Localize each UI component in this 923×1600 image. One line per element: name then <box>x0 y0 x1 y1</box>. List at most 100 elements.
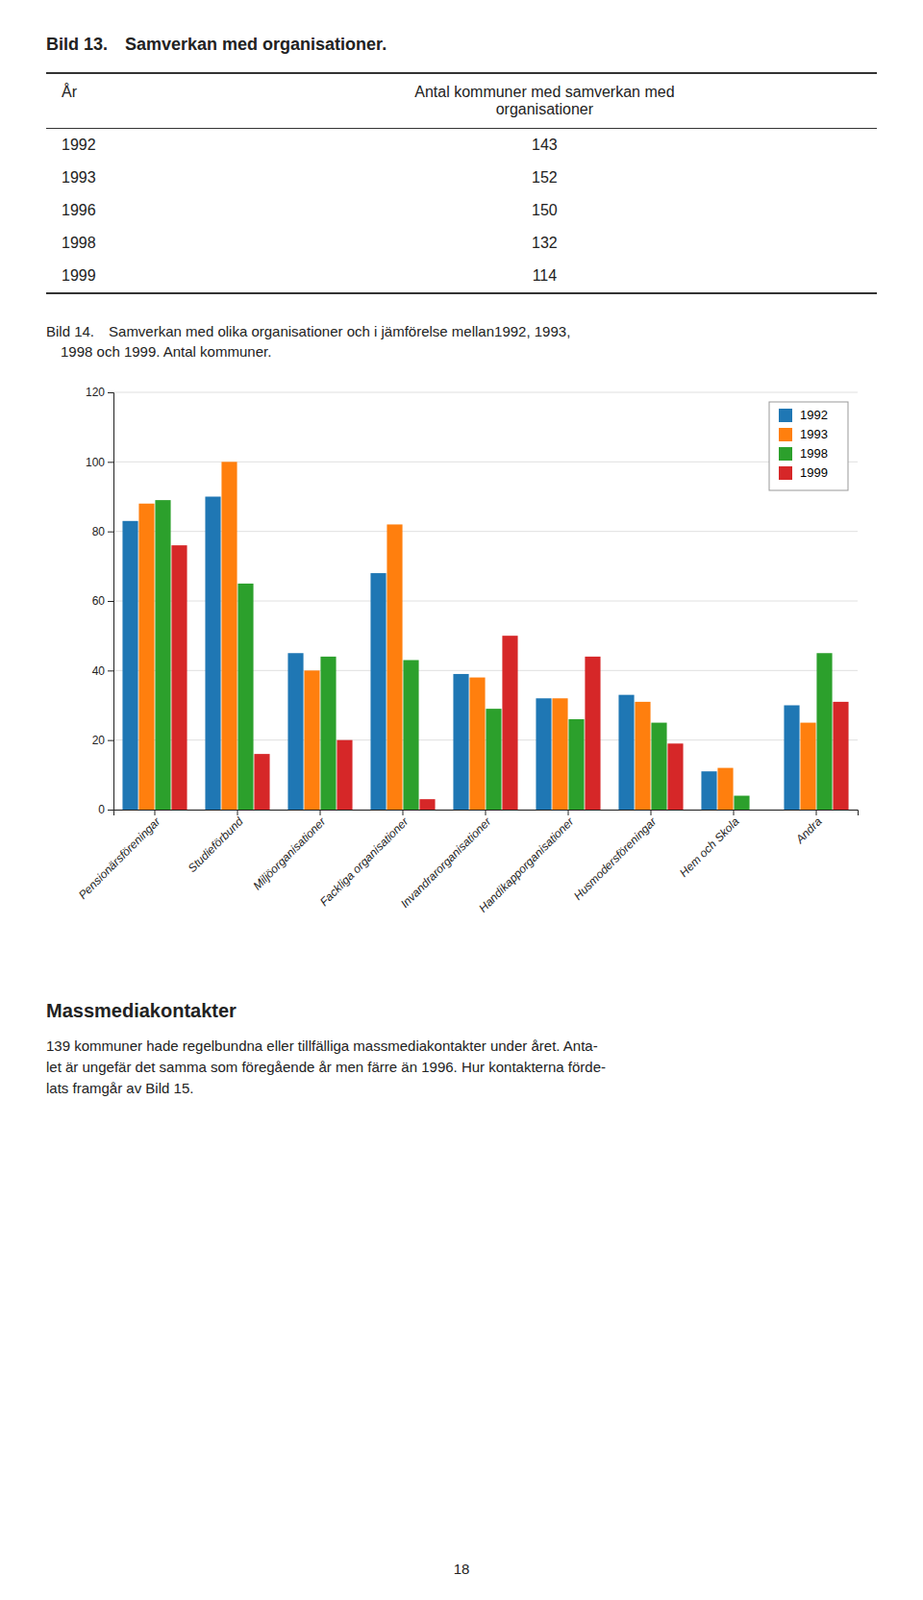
table-cell: 1999 <box>46 259 213 294</box>
bar-series <box>138 461 816 810</box>
bar <box>799 723 816 810</box>
bar <box>733 796 749 810</box>
table-cell: 1996 <box>46 194 213 227</box>
page: Bild 13. Samverkan med organisationer.År… <box>0 0 923 1600</box>
bar-series <box>171 545 849 810</box>
x-tick-label: Studieförbund <box>185 814 247 875</box>
bar <box>485 708 501 810</box>
bar <box>171 545 187 810</box>
bar <box>336 740 352 810</box>
x-tick-mark <box>320 809 322 816</box>
table-header-cell: Antal kommuner med samverkan med organis… <box>212 73 877 129</box>
y-tick: 60 <box>92 594 114 608</box>
bar <box>287 652 303 810</box>
y-tick-label: 20 <box>92 733 106 748</box>
bar <box>303 670 320 810</box>
section-text: 139 kommuner hade regelbundna eller till… <box>46 1035 877 1098</box>
y-tick: 0 <box>98 802 114 817</box>
x-tick-label: Pensionärsföreningar <box>75 814 164 902</box>
x-tick-mark <box>650 809 652 816</box>
bar <box>419 798 435 810</box>
grid-line <box>113 392 858 394</box>
y-tick: 20 <box>92 733 114 748</box>
y-tick-label: 120 <box>85 385 105 400</box>
chart-title: Bild 14. Samverkan med olika organisatio… <box>46 321 877 362</box>
legend-swatch <box>778 408 793 423</box>
table-cell: 1992 <box>46 128 213 163</box>
bar <box>221 461 237 810</box>
x-tick-mark <box>402 809 404 816</box>
x-tick-label: Handikapporganisationer <box>475 814 577 916</box>
bar <box>204 497 221 811</box>
bar <box>320 656 336 810</box>
bar-series <box>154 499 832 810</box>
y-tick: 100 <box>85 455 114 470</box>
x-axis-line <box>114 810 859 817</box>
y-tick-mark <box>107 670 114 672</box>
legend-item: 1993 <box>778 426 828 442</box>
bar <box>370 573 386 810</box>
legend-item: 1998 <box>778 446 828 461</box>
legend-label: 1992 <box>799 407 828 423</box>
x-tick: Husmodersföreningar <box>571 809 660 903</box>
y-tick-mark <box>107 461 114 463</box>
x-tick-mark <box>154 809 156 816</box>
table-cell: 152 <box>212 161 877 195</box>
data-table: ÅrAntal kommuner med samverkan med organ… <box>46 72 877 295</box>
x-tick-mark <box>816 809 818 816</box>
legend: 1992 1993 1998 1999 <box>769 401 849 491</box>
table-cell: 143 <box>212 128 877 163</box>
x-tick: Handikapporganisationer <box>475 809 577 916</box>
legend-swatch <box>778 427 793 442</box>
bar <box>749 809 766 811</box>
bar <box>568 719 584 810</box>
bar <box>501 635 518 810</box>
bar <box>717 768 733 810</box>
table-header-row: ÅrAntal kommuner med samverkan med organ… <box>46 73 877 129</box>
bar <box>650 723 667 810</box>
table-cell: 114 <box>212 259 877 294</box>
bar <box>402 659 419 810</box>
bar <box>584 656 600 810</box>
legend-label: 1999 <box>799 465 828 480</box>
legend-item: 1992 <box>778 407 828 423</box>
y-tick-label: 60 <box>92 594 106 608</box>
y-tick-mark <box>107 809 114 811</box>
x-tick: Andra <box>792 809 824 848</box>
y-tick-label: 0 <box>98 802 105 817</box>
bar <box>832 701 849 810</box>
y-tick-mark <box>107 600 114 602</box>
bar <box>618 695 634 810</box>
y-axis-line <box>107 393 115 811</box>
x-tick-mark <box>237 809 239 816</box>
table-head: ÅrAntal kommuner med samverkan med organ… <box>46 73 877 129</box>
table-row: 1998132 <box>46 226 877 260</box>
y-tick-mark <box>107 392 114 394</box>
x-tick: Fackliga organisationer <box>317 809 412 909</box>
bar <box>386 523 402 810</box>
x-tick: Invandrarorganisationer <box>398 809 495 911</box>
legend-swatch <box>778 466 793 480</box>
table-cell: 1998 <box>46 226 213 260</box>
x-tick: Studieförbund <box>185 809 247 875</box>
bar <box>469 677 485 810</box>
x-tick-mark <box>485 809 487 816</box>
y-tick-label: 80 <box>92 524 106 539</box>
table-cell: 150 <box>212 194 877 227</box>
table-row: 1993152 <box>46 161 877 195</box>
table-header-cell: År <box>46 73 213 129</box>
y-axis: 020406080100120 <box>85 385 115 817</box>
x-tick-label: Invandrarorganisationer <box>398 814 495 911</box>
legend-swatch <box>778 447 793 461</box>
y-tick-mark <box>107 531 114 533</box>
section-title: Massmediakontakter <box>46 999 877 1023</box>
x-tick: Miljöorganisationer <box>249 809 329 893</box>
x-tick-label: Husmodersföreningar <box>571 814 660 903</box>
chart: 020406080100120PensionärsföreningarStudi… <box>46 376 877 973</box>
page-number: 18 <box>0 1560 923 1577</box>
bar <box>452 673 469 810</box>
plot: 020406080100120PensionärsföreningarStudi… <box>75 385 859 915</box>
bar <box>122 521 138 810</box>
legend-box <box>769 401 849 491</box>
legend-label: 1998 <box>799 446 828 461</box>
